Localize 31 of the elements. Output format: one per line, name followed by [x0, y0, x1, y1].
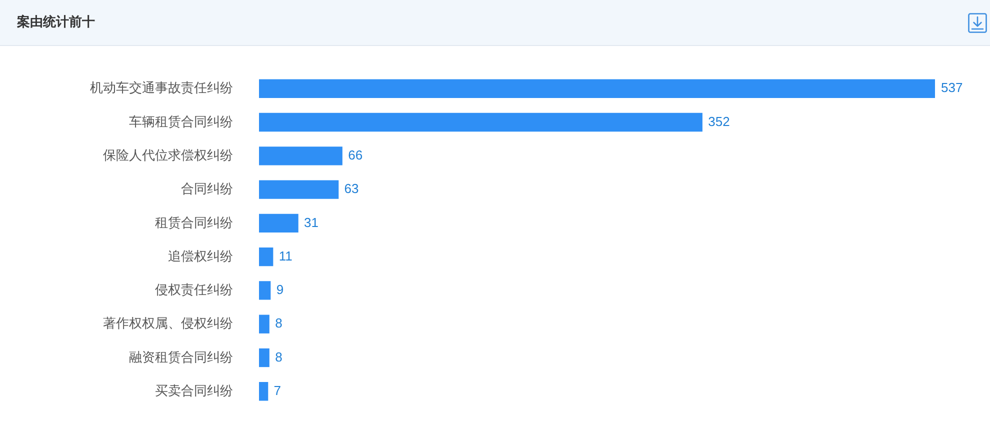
y-tick-label: 车辆租赁合同纠纷 — [129, 114, 233, 129]
data-label: 11 — [278, 248, 292, 264]
data-label: 7 — [274, 382, 282, 398]
y-tick-label: 著作权权属、侵权纠纷 — [103, 316, 233, 331]
bar — [259, 382, 268, 401]
text: 案由统计前十 — [17, 13, 95, 31]
bar — [259, 112, 702, 132]
data-label: 352 — [708, 114, 730, 129]
bar — [259, 79, 935, 98]
y-tick-label: 买卖合同纠纷 — [155, 382, 233, 398]
data-label: 63 — [344, 181, 359, 196]
bar — [259, 314, 270, 334]
data-label: 537 — [941, 80, 963, 96]
bar — [259, 180, 339, 199]
y-tick-label: 侵权责任纠纷 — [155, 282, 233, 298]
data-label: 8 — [275, 316, 282, 331]
data-label: 8 — [275, 349, 282, 364]
y-tick-label: 融资租赁合同纠纷 — [129, 349, 233, 364]
y-tick-label: 合同纠纷 — [181, 181, 233, 196]
y-tick-label: 保险人代位求偿权纠纷 — [103, 147, 233, 162]
y-tick-label: 租赁合同纠纷 — [155, 214, 233, 230]
y-tick-label: 追偿权纠纷 — [168, 248, 233, 264]
bar — [259, 281, 271, 300]
data-label: 66 — [348, 147, 363, 162]
y-tick-label: 机动车交通事故责任纠纷 — [90, 80, 233, 96]
data-label: 9 — [276, 282, 284, 298]
bar — [259, 146, 342, 166]
bar — [259, 348, 270, 368]
data-label: 31 — [304, 214, 318, 230]
bar — [259, 214, 298, 233]
bar — [259, 247, 274, 266]
